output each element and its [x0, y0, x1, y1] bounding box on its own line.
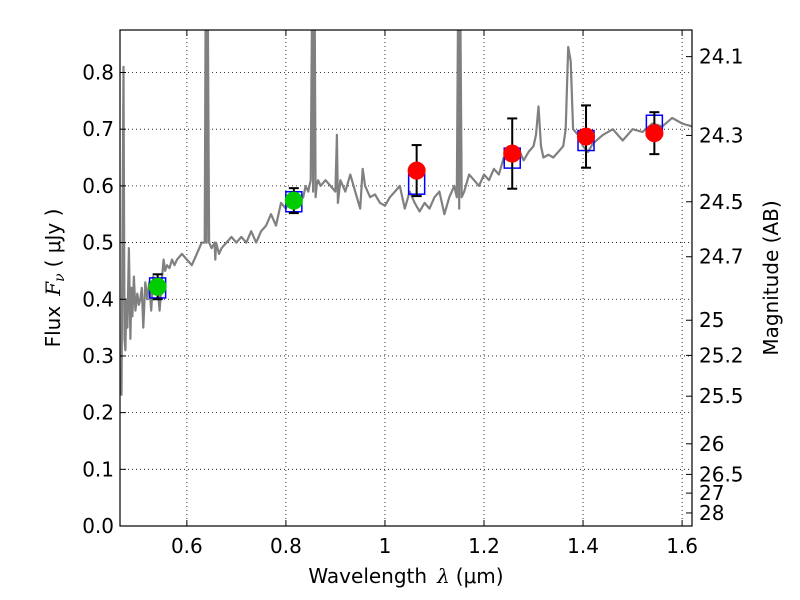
- x-tick-label: 0.6: [171, 534, 203, 558]
- spectrum-layer: [120, 30, 692, 396]
- observed-point: [284, 191, 303, 210]
- y-tick-label: 0.6: [82, 174, 114, 198]
- x-tick-label: 1.4: [567, 534, 599, 558]
- y-tick-label: 0.1: [82, 457, 114, 481]
- x-tick-label: 1: [379, 534, 392, 558]
- observed-point: [503, 144, 522, 163]
- spectrum-line: [120, 30, 692, 396]
- y-tick-label: 0.2: [82, 401, 114, 425]
- x-axis-unit: (μm): [456, 564, 504, 588]
- y2-tick-label: 25: [699, 308, 724, 332]
- y-axis-unit: ( μJy ): [41, 209, 65, 268]
- y-axis-label: Flux: [41, 306, 65, 348]
- y2-tick-label: 24.5: [699, 190, 744, 214]
- observed-point: [577, 127, 596, 146]
- y-axis-title: Flux Fν ( μJy ): [41, 209, 68, 348]
- observed-layer: [148, 104, 664, 301]
- x-axis-symbol: λ: [436, 564, 450, 588]
- observed-point: [407, 161, 426, 180]
- y-tick-label: 0.4: [82, 287, 114, 311]
- y-tick-label: 0.7: [82, 117, 114, 141]
- y2-tick-label: 24.7: [699, 245, 744, 269]
- y2-tick-label: 28: [699, 501, 724, 525]
- y2-tick-label: 24.1: [699, 45, 744, 69]
- x-axis-title: Wavelength λ (μm): [308, 564, 503, 588]
- y-tick-label: 0.8: [82, 61, 114, 85]
- ticks: 0.6 0.8 1 1.2 1.4 1.6 0.0 0.1 0.2 0.3 0.4 0.5 0.6 0.7…: [82, 30, 744, 558]
- x-tick-label: 1.2: [468, 534, 500, 558]
- y2-tick-label: 27: [699, 481, 724, 505]
- y-axis-symbol: F: [41, 281, 65, 297]
- y2-tick-label: 26: [699, 432, 724, 456]
- y-tick-label: 0.5: [82, 231, 114, 255]
- y-axis-subscript: ν: [52, 273, 68, 282]
- observed-point: [645, 124, 664, 143]
- y2-axis-title: Magnitude (AB): [759, 200, 783, 355]
- plot-border: [119, 29, 693, 527]
- x-tick-label: 1.6: [666, 534, 698, 558]
- observed-point: [148, 277, 167, 296]
- y-tick-label: 0.3: [82, 344, 114, 368]
- y2-tick-label: 25.2: [699, 343, 744, 367]
- x-tick-label: 0.8: [270, 534, 302, 558]
- y2-tick-label: 25.5: [699, 384, 744, 408]
- y-tick-label: 0.0: [82, 514, 114, 538]
- plot-frame: [119, 29, 693, 527]
- y2-tick-label: 24.3: [699, 123, 744, 147]
- x-axis-label: Wavelength: [308, 564, 427, 588]
- y2-tick-label: 26.5: [699, 462, 744, 486]
